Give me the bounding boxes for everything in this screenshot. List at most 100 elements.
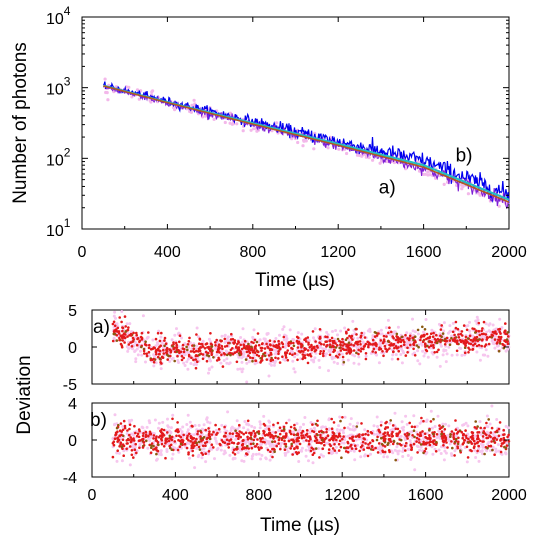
residual-point [161, 435, 164, 439]
residual-point [287, 439, 291, 443]
residual-point [204, 350, 208, 354]
residual-point [141, 434, 145, 438]
residual-point [201, 343, 204, 346]
residual-band-point [207, 337, 211, 341]
residual-point [344, 348, 348, 352]
residual-point [254, 359, 258, 363]
residual-band-point [293, 370, 297, 374]
residual-band-point [135, 347, 139, 351]
residual-point [158, 357, 162, 360]
residual-band-point [201, 339, 205, 343]
residual-point [263, 347, 267, 350]
residual-point [337, 442, 341, 446]
residual-point [317, 441, 321, 445]
residual-point [318, 337, 322, 340]
residual-band-point [409, 332, 413, 336]
residual-point [162, 352, 165, 355]
residual-point [291, 353, 294, 357]
residual-point [435, 440, 438, 444]
residual-band-point [486, 442, 490, 446]
residual-band-point [348, 422, 352, 426]
residual-point [253, 338, 257, 342]
residual-point [112, 332, 116, 336]
residual-point [306, 353, 309, 357]
residual-point [252, 349, 256, 352]
decay-background-point [241, 129, 245, 133]
residual-band-point [141, 314, 145, 318]
residual-band-point [442, 348, 446, 352]
residual-point [136, 432, 140, 436]
residual-point [431, 335, 435, 339]
residual-point [313, 435, 317, 438]
residual-point [126, 335, 129, 338]
residual-point [240, 347, 244, 351]
residual-band-point [327, 369, 330, 373]
annotation-a: a) [379, 177, 396, 198]
residual-point [234, 429, 237, 433]
residual-point [208, 348, 212, 351]
residual-band-point [396, 452, 400, 456]
residual-band-point [458, 444, 462, 448]
residual-point [257, 354, 261, 358]
residual-point [118, 445, 121, 448]
residual-point [300, 343, 304, 346]
residual-band-point [118, 451, 121, 455]
residual-band-point [267, 357, 271, 361]
residual-point [228, 439, 231, 442]
residual-point [160, 442, 164, 446]
residual-band-point [490, 404, 494, 408]
residual-point [111, 455, 115, 459]
residual-point [165, 347, 169, 351]
residual-point [336, 344, 339, 347]
residual-band-point [192, 433, 196, 437]
residual-point [277, 357, 280, 360]
residual-band-point [359, 455, 363, 459]
residual-point [212, 446, 215, 449]
residual-band-point [183, 353, 187, 357]
residual-band-point [342, 441, 346, 445]
residual-point [315, 441, 319, 445]
residual-point [491, 334, 495, 337]
residual-point [475, 427, 478, 430]
residual-point [477, 437, 480, 441]
decay-x-tick-label: 1200 [320, 244, 356, 261]
residual-point [316, 346, 319, 349]
residual-band-point [327, 349, 331, 353]
residual-band-point [409, 458, 413, 461]
residual-band-point [268, 424, 272, 428]
residual-point [339, 340, 343, 344]
residual-point [490, 440, 493, 443]
residual-band-point [361, 333, 365, 337]
residual-point [237, 340, 240, 343]
residual-point [300, 345, 303, 349]
residual-band-point [324, 347, 327, 351]
residual-point [296, 436, 299, 440]
residual-band-point [454, 434, 458, 438]
residual-band-point [332, 360, 336, 364]
residual-point [134, 442, 137, 446]
residual-point [364, 442, 367, 445]
residual-point [245, 350, 249, 354]
residual-point [454, 437, 458, 441]
residual-band-point [429, 409, 433, 413]
residual-point [482, 440, 485, 443]
residual-point [115, 339, 119, 342]
residual-point [185, 437, 189, 440]
residual-band-point [246, 428, 250, 432]
residual-band-point [369, 351, 373, 355]
residual-band-point [478, 358, 482, 362]
residual-point [197, 445, 201, 449]
residual-band-point [415, 430, 419, 434]
residual-point [174, 341, 178, 345]
residual-y-axis-label: Deviation [14, 355, 35, 434]
residual-point [347, 328, 350, 332]
residual-point [290, 444, 294, 448]
residual-point [175, 343, 178, 347]
residual-point [203, 347, 207, 350]
residual-point [181, 439, 185, 442]
residual-band-point [479, 442, 483, 446]
residual-point [289, 432, 293, 436]
residual-point [382, 439, 386, 443]
residual-band-point [464, 421, 468, 425]
residual-band-point [349, 449, 353, 453]
